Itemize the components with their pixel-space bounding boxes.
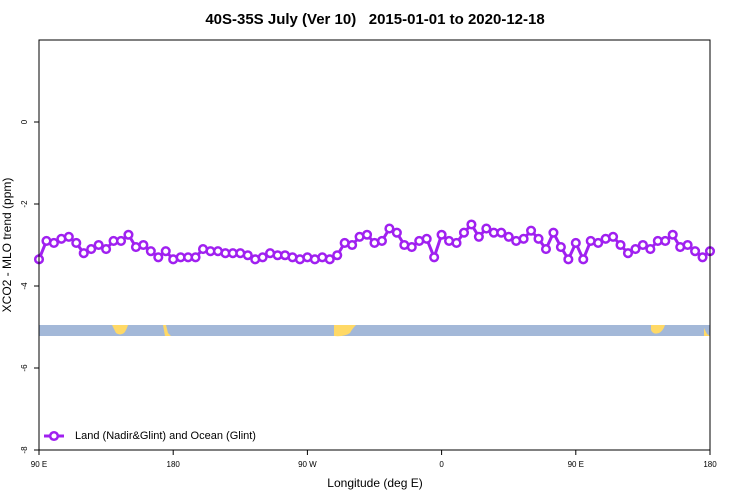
data-point [86, 244, 97, 255]
map-strip [39, 325, 710, 337]
data-point [533, 233, 544, 244]
data-point [622, 248, 634, 259]
data-point [138, 239, 149, 251]
data-point [332, 250, 343, 261]
data-point [615, 239, 626, 251]
data-point [78, 248, 89, 259]
data-point [123, 229, 134, 240]
legend: Land (Nadir&Glint) and Ocean (Glint) [44, 430, 256, 442]
y-tick-label: -8 [20, 446, 29, 454]
data-point [384, 223, 395, 234]
x-tick-label: 180 [703, 460, 717, 469]
data-point [548, 227, 559, 238]
data-point [153, 252, 164, 263]
data-point [481, 223, 492, 234]
y-axis-label: XCO2 - MLO trend (ppm) [0, 178, 14, 313]
x-axis-label: Longitude (deg E) [327, 476, 422, 490]
x-tick-label: 90 E [568, 460, 584, 469]
data-point [660, 235, 671, 246]
data-point [593, 237, 604, 248]
data-point [145, 246, 156, 257]
data-point [473, 231, 484, 242]
data-point [324, 254, 335, 265]
data-point [526, 225, 537, 236]
legend-label: Land (Nadir&Glint) and Ocean (Glint) [75, 430, 256, 442]
data-point [458, 227, 470, 238]
x-tick-label: 90 E [31, 460, 47, 469]
plot-frame [38, 39, 711, 451]
y-tick-label: -6 [20, 364, 29, 372]
data-point [697, 252, 708, 263]
data-point [645, 244, 656, 255]
data-point [570, 237, 581, 248]
x-tick-label: 180 [167, 460, 181, 469]
data-point [376, 235, 388, 246]
data-point [347, 239, 358, 251]
legend-marker [48, 430, 60, 442]
data-point [578, 254, 589, 265]
data-point [421, 233, 432, 244]
data-point [391, 227, 402, 238]
data-point [496, 227, 507, 238]
data-point [682, 239, 693, 251]
data-point [429, 252, 440, 263]
data-point [630, 244, 641, 255]
data-point [540, 244, 552, 255]
data-point [451, 237, 462, 248]
data-point [361, 229, 373, 240]
data-point [608, 231, 619, 242]
data-point [555, 242, 566, 253]
data-point [257, 252, 268, 263]
data-point [115, 235, 127, 246]
data-point [518, 233, 529, 244]
data-point [101, 244, 112, 255]
data-point [466, 219, 477, 230]
x-tick-label: 90 W [298, 460, 317, 469]
chart-title: 40S-35S July (Ver 10) 2015-01-01 to 2020… [205, 11, 544, 28]
data-point [637, 239, 648, 251]
y-tick-label: 0 [20, 119, 29, 124]
data-point [436, 229, 447, 240]
data-point [190, 252, 201, 263]
y-tick-label: -2 [20, 200, 29, 208]
data-point [160, 246, 171, 257]
data-point [242, 250, 253, 261]
x-tick-label: 0 [439, 460, 444, 469]
data-point [48, 237, 59, 248]
data-point [503, 231, 514, 242]
data-point [406, 242, 417, 253]
data-point [563, 254, 574, 265]
data-point [63, 231, 74, 242]
data-point [71, 237, 82, 248]
data-point [93, 239, 104, 251]
data-point [667, 229, 678, 240]
y-tick-label: -4 [20, 282, 29, 290]
data-point [690, 246, 701, 257]
